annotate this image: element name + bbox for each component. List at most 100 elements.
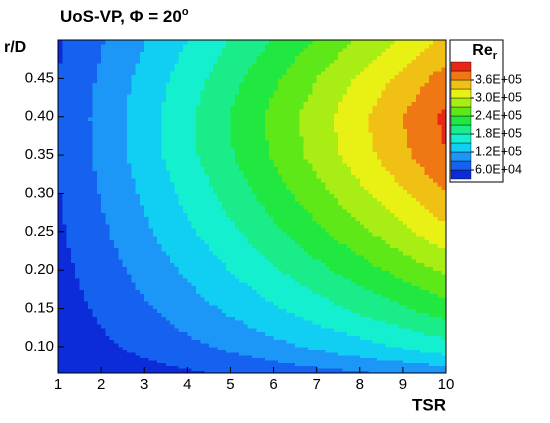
contour-cell [273, 247, 279, 252]
contour-cell [152, 300, 158, 306]
contour-cell [70, 266, 76, 271]
contour-cell [96, 346, 102, 351]
contour-cell [247, 162, 253, 168]
contour-cell [377, 224, 382, 229]
contour-cell [66, 262, 72, 267]
contour-cell [174, 162, 180, 168]
contour-cell [213, 343, 219, 348]
contour-cell [441, 370, 447, 374]
contour-cell [295, 285, 301, 290]
contour-cell [234, 208, 240, 214]
contour-cell [221, 365, 227, 369]
contour-cell [389, 197, 395, 202]
contour-cell [325, 362, 331, 366]
contour-cell [79, 201, 85, 206]
contour-cell [157, 370, 163, 374]
contour-cell [338, 335, 344, 340]
contour-cell [368, 251, 374, 256]
contour-cell [148, 304, 154, 310]
contour-cell [234, 365, 240, 369]
contour-cell [398, 297, 404, 302]
contour-cell [433, 297, 438, 302]
contour-cell [368, 270, 374, 275]
contour-cell [308, 231, 313, 237]
contour-cell [70, 212, 76, 218]
contour-cell [377, 365, 382, 369]
contour-cell [394, 323, 400, 329]
contour-cell [239, 352, 244, 356]
contour-cell [221, 158, 227, 164]
contour-cell [381, 297, 387, 302]
contour-cell [359, 312, 365, 317]
contour-cell [247, 285, 253, 290]
contour-cell [83, 158, 89, 164]
contour-cell [299, 304, 305, 310]
contour-cell [126, 227, 132, 233]
contour-cell [183, 266, 188, 271]
contour-cell [441, 216, 447, 221]
contour-cell [433, 201, 438, 206]
contour-cell [252, 224, 257, 229]
contour-cell [131, 216, 137, 221]
contour-cell [441, 359, 447, 364]
contour-cell [126, 216, 132, 221]
contour-cell [62, 155, 68, 160]
contour-cell [407, 258, 413, 264]
contour-cell [346, 293, 352, 298]
contour-cell [178, 239, 184, 244]
contour-cell [88, 239, 94, 244]
contour-cell [114, 281, 119, 287]
contour-cell [325, 349, 331, 353]
contour-cell [282, 349, 288, 353]
contour-cell [424, 220, 430, 225]
contour-cell [75, 359, 81, 364]
contour-cell [122, 166, 128, 172]
contour-cell [411, 320, 417, 325]
contour-cell [217, 339, 223, 344]
contour-cell [83, 193, 89, 198]
contour-cell [385, 208, 391, 214]
contour-cell [312, 308, 318, 313]
contour-cell [372, 270, 378, 275]
contour-cell [329, 349, 335, 353]
contour-cell [101, 354, 107, 358]
contour-cell [290, 346, 296, 351]
contour-cell [234, 216, 240, 221]
contour-cell [256, 359, 262, 364]
contour-cell [295, 352, 301, 356]
contour-cell [75, 162, 81, 168]
contour-cell [131, 320, 137, 325]
contour-cell [437, 308, 443, 313]
contour-cell [178, 185, 184, 191]
contour-cell [299, 254, 305, 260]
contour-cell [329, 220, 335, 225]
contour-cell [424, 289, 430, 294]
contour-cell [355, 300, 361, 306]
contour-cell [243, 239, 249, 244]
contour-cell [83, 300, 89, 306]
contour-cell [126, 352, 132, 356]
contour-cell [191, 349, 197, 353]
contour-cell [105, 289, 111, 294]
contour-cell [178, 262, 184, 267]
contour-cell [88, 365, 94, 369]
contour-cell [333, 346, 339, 351]
contour-cell [178, 235, 184, 241]
contour-cell [70, 308, 76, 313]
contour-cell [58, 308, 63, 313]
contour-cell [433, 281, 438, 287]
contour-cell [157, 193, 163, 198]
contour-cell [264, 185, 270, 191]
contour-cell [126, 189, 132, 195]
contour-cell [402, 201, 408, 206]
contour-cell [252, 251, 257, 256]
contour-cell [256, 312, 262, 317]
contour-cell [101, 327, 107, 333]
contour-cell [411, 216, 417, 221]
contour-cell [303, 235, 309, 241]
contour-cell [66, 293, 72, 298]
contour-cell [338, 300, 344, 306]
contour-cell [342, 270, 348, 275]
contour-cell [377, 266, 382, 271]
contour-cell [114, 308, 119, 313]
